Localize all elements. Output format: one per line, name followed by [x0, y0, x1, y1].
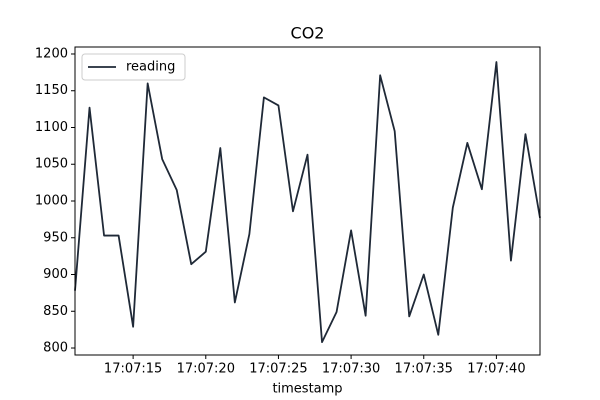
- y-tick-label: 850: [43, 304, 68, 319]
- legend-box: [81, 53, 186, 81]
- y-tick-label: 800: [43, 341, 68, 356]
- y-tick-label: 950: [43, 230, 68, 245]
- x-axis-label: timestamp: [272, 382, 342, 397]
- x-tick-label: 17:07:15: [104, 362, 162, 377]
- line-series: [74, 61, 541, 344]
- x-tick-label: 17:07:35: [395, 362, 453, 377]
- x-tick-label: 17:07:20: [177, 362, 235, 377]
- y-tick-label: 1150: [35, 83, 68, 98]
- y-tick-label: 1200: [35, 46, 68, 61]
- x-tick-label: 17:07:25: [249, 362, 307, 377]
- x-tick-label: 17:07:30: [322, 362, 380, 377]
- x-tick-label: 17:07:40: [467, 362, 525, 377]
- y-tick-label: 1100: [35, 120, 68, 135]
- chart-title: CO2: [291, 24, 325, 43]
- y-tick-label: 900: [43, 267, 68, 282]
- legend-label: reading: [126, 60, 175, 75]
- plot-frame: [74, 46, 541, 356]
- y-tick-label: 1000: [35, 194, 68, 209]
- y-tick-label: 1050: [35, 157, 68, 172]
